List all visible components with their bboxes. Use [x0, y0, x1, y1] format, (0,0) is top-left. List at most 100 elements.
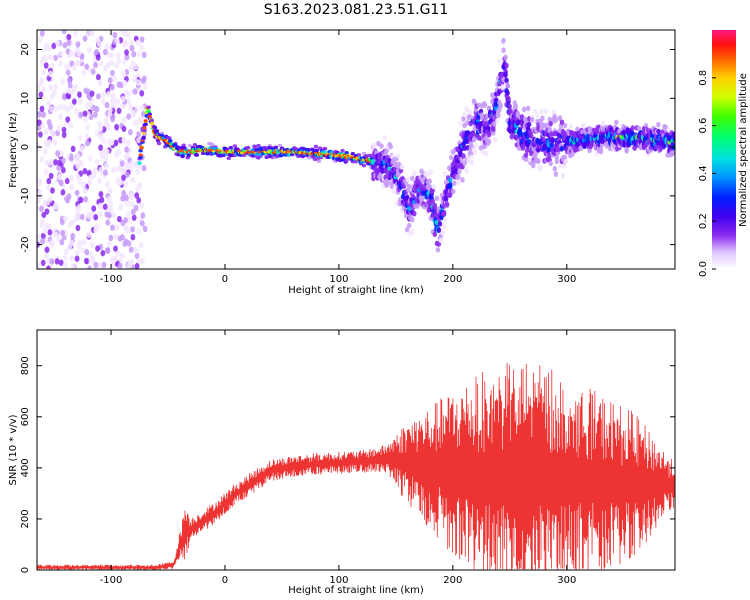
spectrogram-cell	[98, 60, 104, 67]
spectrogram-cell	[136, 228, 142, 235]
spectrogram-cell	[101, 261, 107, 269]
spectrogram-cell	[39, 77, 44, 84]
spectrogram-cell	[523, 156, 529, 163]
spectrogram-cell	[559, 119, 565, 126]
spectrogram-cell	[501, 47, 506, 54]
spectrogram-cell	[124, 146, 130, 153]
spectrogram-cell	[95, 245, 100, 252]
snr-series-line	[37, 362, 675, 570]
spectrogram-cell	[50, 238, 55, 245]
spectrogram-cell	[44, 208, 50, 215]
spectrogram-cell	[448, 177, 453, 184]
spectrogram-cell	[46, 223, 52, 230]
spectrogram-cell	[70, 145, 76, 153]
spectrogram-cell	[62, 104, 68, 111]
spectrogram-cell	[142, 225, 148, 233]
spectrogram-cell	[672, 134, 675, 140]
spectrogram-cell	[66, 39, 72, 47]
spectrogram-cell	[108, 234, 114, 242]
spectrogram-cell	[106, 206, 112, 214]
spectrogram-cell	[461, 116, 466, 122]
spectrogram-cell	[74, 108, 80, 115]
spectrogram-cell	[156, 141, 162, 146]
spectrogram-cell	[88, 174, 93, 181]
spectrogram-cell	[462, 111, 467, 118]
spectrogram-cell	[119, 160, 125, 167]
spectrogram-cell	[482, 102, 488, 108]
spectrogram-cell	[71, 64, 77, 71]
spectrogram-cell	[139, 220, 145, 227]
spectrogram-cell	[663, 124, 668, 130]
spectrogram-cell	[81, 181, 87, 189]
spectrogram-cell	[496, 112, 501, 119]
spectrogram-cell	[37, 36, 43, 43]
spectrogram-cell	[520, 145, 526, 151]
spectrogram-cell	[504, 62, 509, 69]
spectrogram-cell	[68, 221, 73, 228]
spectrogram-cell	[498, 102, 503, 109]
spectrogram-cell	[58, 150, 64, 157]
spectrogram-cell	[241, 153, 247, 157]
spectrogram-cell	[187, 143, 192, 148]
spectrogram-ylabel: Frequency (Hz)	[8, 112, 19, 188]
spectrogram-cell	[143, 122, 148, 127]
spectrogram-cell	[569, 123, 574, 130]
spectrogram-cell	[517, 128, 523, 135]
spectrogram-cell	[456, 179, 461, 186]
spectrogram-cell	[115, 52, 121, 59]
spectrogram-xtick-label: 200	[443, 274, 462, 285]
spectrogram-cell	[50, 129, 55, 137]
spectrogram-cell	[384, 147, 389, 154]
spectrogram-cell	[140, 77, 146, 84]
spectrogram-cell	[70, 232, 76, 240]
spectrogram-cell	[486, 131, 492, 138]
spectrogram-cell	[120, 95, 126, 102]
spectrogram-cell	[136, 131, 141, 138]
spectrogram-cell	[117, 262, 123, 269]
spectrogram-cell	[277, 143, 283, 148]
spectrogram-cell	[121, 190, 127, 197]
spectrogram-cell	[67, 77, 72, 84]
spectrogram-cell	[394, 200, 400, 207]
spectrogram-cell	[125, 139, 131, 147]
spectrogram-cell	[89, 30, 95, 37]
spectrogram-cell	[69, 183, 75, 191]
spectrogram-ytick-label: 10	[20, 92, 31, 105]
spectrogram-cell	[109, 139, 115, 146]
spectrogram-cell	[46, 119, 52, 126]
spectrogram-cell	[135, 168, 140, 176]
spectrogram-cell	[60, 157, 66, 164]
spectrogram-cell	[340, 148, 345, 153]
spectrogram-cell	[139, 202, 145, 209]
snr-ytick-label: 600	[20, 407, 31, 426]
spectrogram-cell	[141, 135, 146, 140]
spectrogram-cell	[79, 160, 84, 168]
spectrogram-cell	[93, 261, 99, 269]
spectrogram-cell	[144, 114, 149, 118]
spectrogram-cell	[42, 148, 48, 155]
spectrogram-cell	[100, 249, 106, 257]
spectrogram-cell	[427, 178, 432, 184]
spectrogram-cell	[121, 136, 127, 144]
spectrogram-cell	[67, 87, 73, 95]
spectrogram-cell	[420, 195, 425, 201]
spectrogram-cell	[186, 153, 191, 158]
spectrogram-cell	[103, 116, 109, 124]
spectrogram-cell	[410, 228, 415, 235]
spectrogram-cell	[92, 167, 98, 175]
colorbar-tick-label: 0.6	[698, 118, 709, 134]
spectrogram-cell	[344, 151, 349, 155]
spectrogram-cell	[46, 184, 52, 191]
spectrogram-cell	[493, 136, 498, 143]
spectrogram-cell	[110, 83, 115, 91]
spectrogram-cell	[152, 125, 158, 130]
spectrogram-xtick-label: 100	[329, 274, 348, 285]
spectrogram-cell	[39, 156, 45, 163]
spectrogram-cell	[442, 171, 448, 177]
spectrogram-cell	[74, 215, 79, 223]
spectrogram-cell	[54, 258, 60, 265]
spectrogram-cell	[71, 98, 77, 105]
spectrogram-cell	[98, 133, 104, 140]
spectrogram-cell	[142, 128, 147, 133]
spectrogram-cell	[39, 105, 45, 113]
